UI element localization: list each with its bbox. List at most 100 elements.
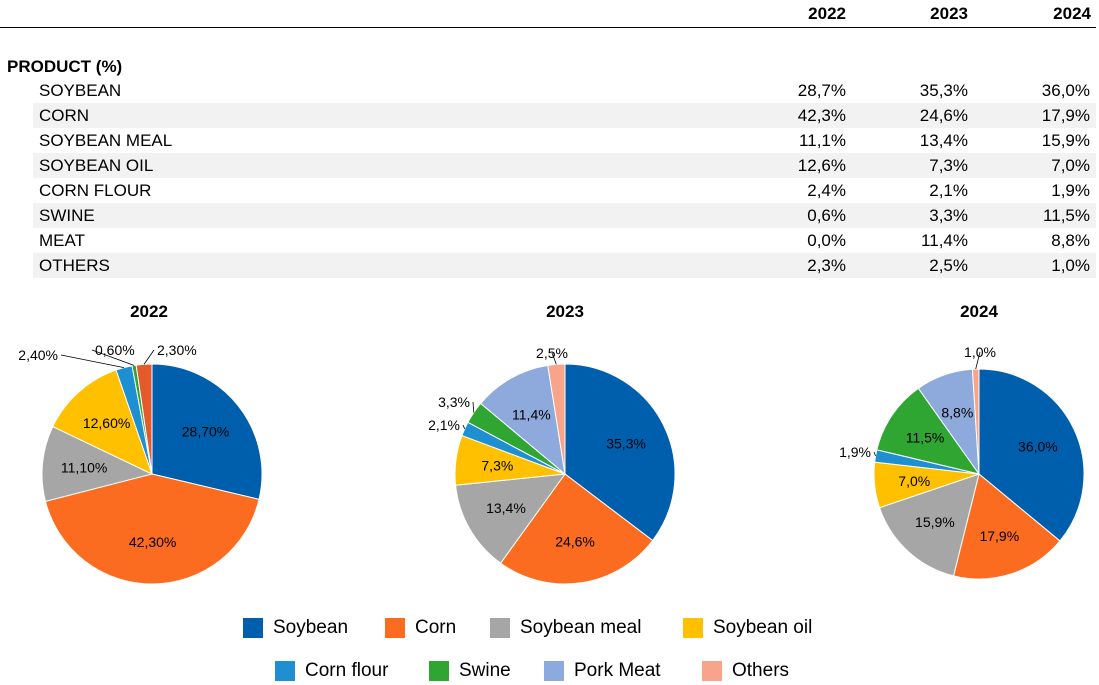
pie-slice-soybean-meal [41, 425, 154, 502]
row-value-2024: 17,9% [1041, 106, 1090, 125]
pie-slice-pork-meat [479, 364, 566, 476]
pie-data-label: 17,9% [979, 528, 1019, 544]
row-value-2024: 15,9% [1041, 131, 1090, 150]
row-label: SOYBEAN [39, 81, 122, 100]
pie-data-label: 15,9% [915, 514, 955, 530]
table-row: SOYBEAN MEAL 11,1% 13,4% 15,9% [33, 128, 1096, 153]
row-value-2022: 0,0% [807, 231, 846, 250]
pie-data-label: 7,0% [898, 473, 930, 489]
row-value-2024: 36,0% [1041, 81, 1090, 100]
row-value-2023: 7,3% [929, 156, 968, 175]
pie-data-label: 2,1% [428, 417, 460, 433]
legend-swatch [702, 661, 722, 681]
table-row: CORN FLOUR 2,4% 2,1% 1,9% [33, 178, 1096, 203]
pie-data-label: 28,70% [182, 424, 229, 440]
pie-slice-soybean-oil [52, 369, 153, 475]
leader-line [873, 451, 876, 457]
pie-data-label: 0,60% [95, 342, 135, 358]
pie-data-label: 1,9% [839, 444, 871, 460]
pie-title-2022: 2022 [130, 302, 168, 321]
pie-slice-corn [44, 473, 260, 585]
legend-swatch [544, 661, 564, 681]
row-label: SOYBEAN MEAL [39, 131, 173, 150]
year-header-2022: 2022 [808, 4, 846, 23]
row-value-2023: 35,3% [919, 81, 968, 100]
legend-label: Soybean meal [520, 617, 642, 638]
leader-line [462, 424, 466, 430]
pie-data-label: 8,8% [941, 405, 973, 421]
legend-item: Pork Meat [544, 660, 661, 682]
leader-line [143, 349, 155, 365]
legend-item: Soybean meal [490, 617, 641, 639]
pie-data-label: 36,0% [1018, 438, 1058, 454]
row-value-2024: 11,5% [1043, 206, 1090, 225]
table-row: SWINE 0,6% 3,3% 11,5% [33, 203, 1096, 228]
table-row: SOYBEAN OIL 12,6% 7,3% 7,0% [33, 153, 1096, 178]
pie-slice-soybean [151, 363, 263, 500]
row-value-2023: 24,6% [919, 106, 968, 125]
row-label: MEAT [39, 231, 85, 250]
pie-data-label: 2,40% [18, 347, 58, 363]
row-value-2023: 2,1% [929, 181, 968, 200]
pie-data-label: 11,4% [512, 407, 551, 423]
pie-data-label: 13,4% [486, 500, 526, 516]
pie-data-label: 3,3% [438, 394, 470, 410]
row-value-2022: 42,3% [797, 106, 846, 125]
legend-swatch [243, 618, 263, 638]
pie-data-label: 11,10% [61, 459, 107, 475]
legend-label: Others [732, 660, 790, 681]
legend-swatch [683, 618, 703, 638]
pie-slice-corn [952, 473, 1061, 580]
pie-data-label: 24,6% [555, 533, 595, 549]
table-row: MEAT 0,0% 11,4% 8,8% [33, 228, 1096, 253]
legend-label: Swine [459, 660, 511, 681]
pie-title-2024: 2024 [960, 302, 998, 321]
row-value-2024: 1,0% [1051, 256, 1090, 275]
legend-item: Corn flour [275, 660, 388, 682]
section-label: PRODUCT (%) [7, 57, 123, 76]
legend-item: Soybean oil [683, 617, 812, 639]
leader-line [60, 354, 125, 369]
table-row: OTHERS 2,3% 2,5% 1,0% [33, 253, 1096, 278]
pie-slice-soybean [564, 363, 676, 542]
legend-swatch [385, 618, 405, 638]
pie-data-label: 35,3% [606, 436, 646, 452]
row-value-2023: 11,4% [921, 231, 968, 250]
legend-label: Pork Meat [574, 660, 661, 681]
legend-swatch [429, 661, 449, 681]
leader-line [472, 401, 475, 413]
legend-item: Others [702, 660, 789, 682]
pie-data-label: 7,3% [481, 457, 513, 473]
legend-item: Swine [429, 660, 511, 682]
pie-data-label: 11,5% [906, 430, 945, 446]
pie-title-2023: 2023 [546, 302, 584, 321]
pie-slice-swine [876, 387, 981, 475]
pie-slice-others [971, 368, 980, 475]
row-label: OTHERS [39, 256, 110, 275]
row-label: CORN [39, 106, 90, 125]
pie-data-label: 2,30% [157, 342, 197, 358]
pie-charts: 2022 28,70% 42,30% 11,10% 12,60% 2,40% 0,60% 2,… [18, 302, 1085, 585]
row-label: SWINE [39, 206, 95, 225]
row-value-2022: 0,6% [807, 206, 846, 225]
row-value-2023: 2,5% [929, 256, 968, 275]
legend-item: Corn [385, 617, 456, 639]
row-value-2022: 11,1% [799, 131, 846, 150]
pie-data-label: 1,0% [964, 344, 996, 360]
pie-data-label: 42,30% [129, 534, 176, 550]
header-rule [0, 27, 1096, 28]
row-label: CORN FLOUR [39, 181, 152, 200]
year-header-2024: 2024 [1053, 4, 1091, 23]
table-row: CORN 42,3% 24,6% 17,9% [33, 103, 1096, 128]
year-header-2023: 2023 [930, 4, 968, 23]
row-value-2022: 28,7% [797, 81, 846, 100]
pie-data-label: 2,5% [536, 345, 568, 361]
pie-data-label: 12,60% [83, 415, 130, 431]
leader-line [975, 351, 981, 370]
row-value-2023: 3,3% [929, 206, 968, 225]
legend-swatch [275, 661, 295, 681]
legend-item: Soybean [243, 617, 348, 639]
row-value-2023: 13,4% [919, 131, 968, 150]
legend-label: Corn flour [305, 660, 389, 681]
row-value-2024: 8,8% [1051, 231, 1090, 250]
